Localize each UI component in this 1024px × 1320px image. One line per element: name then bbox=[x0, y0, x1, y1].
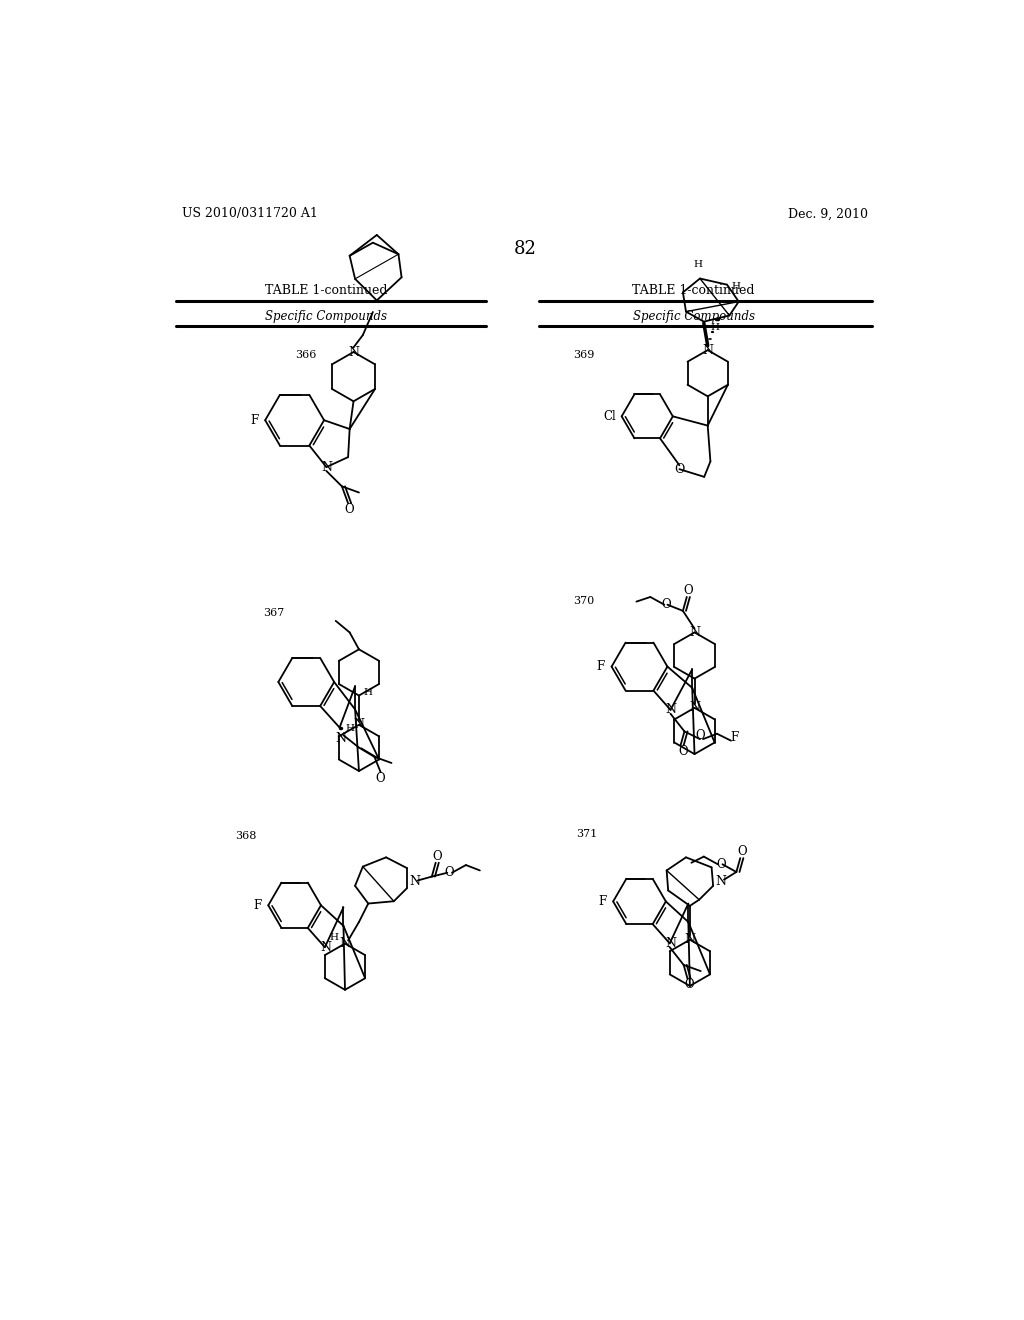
Text: N: N bbox=[322, 461, 333, 474]
Text: O: O bbox=[737, 845, 746, 858]
Text: F: F bbox=[731, 731, 739, 744]
Text: H: H bbox=[732, 281, 741, 290]
Text: F: F bbox=[250, 413, 258, 426]
Text: H: H bbox=[711, 323, 719, 333]
Text: O: O bbox=[662, 598, 672, 611]
Text: H: H bbox=[694, 260, 702, 269]
Text: N: N bbox=[321, 941, 331, 954]
Text: O: O bbox=[345, 503, 354, 516]
Text: O: O bbox=[444, 866, 454, 879]
Text: N: N bbox=[689, 701, 700, 714]
Text: N: N bbox=[353, 718, 365, 731]
Text: O: O bbox=[683, 585, 693, 598]
Text: TABLE 1-continued: TABLE 1-continued bbox=[265, 284, 388, 297]
Text: H: H bbox=[345, 723, 354, 733]
Text: N: N bbox=[410, 875, 420, 888]
Text: US 2010/0311720 A1: US 2010/0311720 A1 bbox=[182, 207, 318, 220]
Text: N: N bbox=[716, 875, 726, 888]
Text: F: F bbox=[253, 899, 261, 912]
Text: N: N bbox=[702, 343, 713, 356]
Text: N: N bbox=[665, 937, 676, 950]
Text: 82: 82 bbox=[513, 240, 537, 259]
Text: Cl: Cl bbox=[603, 409, 615, 422]
Text: O: O bbox=[674, 463, 685, 477]
Text: 367: 367 bbox=[263, 607, 285, 618]
Text: Specific Compounds: Specific Compounds bbox=[265, 310, 387, 323]
Text: N: N bbox=[340, 937, 350, 950]
Text: TABLE 1-continued: TABLE 1-continued bbox=[633, 284, 755, 297]
Text: N: N bbox=[684, 933, 695, 946]
Text: O: O bbox=[679, 744, 688, 758]
Text: N: N bbox=[335, 731, 346, 744]
Text: N: N bbox=[689, 626, 700, 639]
Text: O: O bbox=[716, 858, 726, 871]
Text: Specific Compounds: Specific Compounds bbox=[633, 310, 755, 323]
Text: H: H bbox=[362, 688, 372, 697]
Text: 366: 366 bbox=[295, 350, 316, 360]
Text: O: O bbox=[695, 729, 705, 742]
Text: O: O bbox=[684, 978, 694, 991]
Text: H: H bbox=[330, 933, 339, 942]
Text: O: O bbox=[432, 850, 442, 863]
Text: O: O bbox=[376, 772, 385, 785]
Text: 371: 371 bbox=[575, 829, 597, 840]
Text: F: F bbox=[598, 895, 606, 908]
Text: 369: 369 bbox=[573, 350, 595, 360]
Text: 368: 368 bbox=[234, 832, 256, 841]
Text: N: N bbox=[348, 346, 359, 359]
Text: Dec. 9, 2010: Dec. 9, 2010 bbox=[788, 207, 868, 220]
Text: F: F bbox=[597, 660, 605, 673]
Text: 370: 370 bbox=[573, 597, 595, 606]
Text: N: N bbox=[666, 704, 677, 717]
